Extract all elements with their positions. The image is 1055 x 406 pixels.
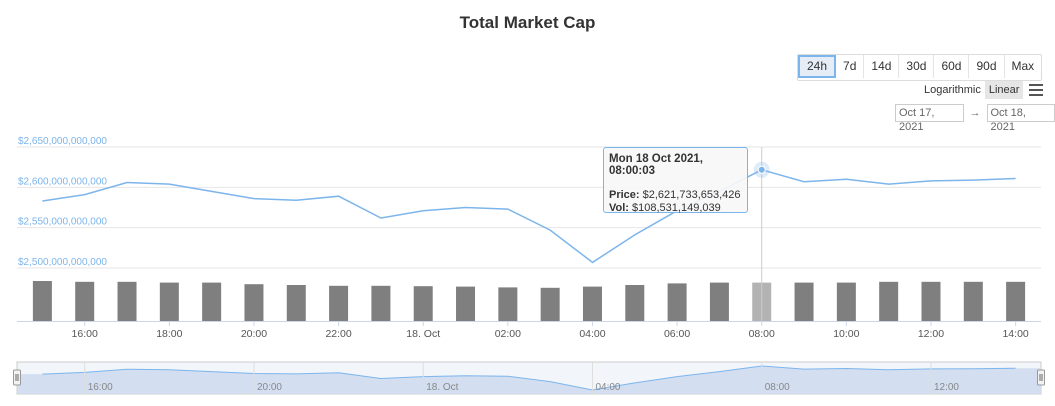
volume-bar [117,281,137,321]
market-cap-line [42,168,1016,264]
navigator-tick-label: 20:00 [257,382,282,393]
hamburger-menu-icon[interactable] [1029,84,1044,96]
navigator-line [42,365,1016,391]
volume-bar [667,283,687,321]
volume-bar [498,287,518,321]
range-button-max[interactable]: Max [1011,59,1035,73]
volume-bar [963,281,983,321]
x-tick-label: 02:00 [495,328,521,340]
navigator-left-handle[interactable] [13,369,21,386]
range-button-14d[interactable]: 14d [864,55,900,78]
volume-bar [921,281,941,321]
volume-bar [540,287,560,321]
hover-marker [757,165,766,174]
navigator-area [17,366,1041,394]
y-tick-label: $2,650,000,000,000 [18,136,107,147]
navigator-tick-label: 04:00 [595,382,620,393]
x-tick-label: 12:00 [918,328,944,340]
volume-bar [836,282,856,321]
volume-bar [582,286,602,321]
tooltip-price-value: $2,621,733,653,426 [642,189,741,201]
x-tick-label: 18:00 [156,328,182,340]
x-tick-label: 14:00 [1002,328,1028,340]
logarithmic-option[interactable]: Logarithmic [924,84,981,96]
date-from-input[interactable]: Oct 17, 2021 [895,104,964,133]
volume-bar [371,285,391,321]
tooltip-date: Mon 18 Oct 2021, 08:00:03 [609,153,703,177]
y-tick-label: $2,550,000,000,000 [18,217,107,228]
date-range-arrow: → [969,107,981,119]
volume-bar [794,282,814,321]
tooltip-vol-label: Vol: [609,202,629,214]
volume-bar [244,284,264,321]
volume-bar [456,286,476,321]
scale-toggle: Logarithmic Linear [920,81,1044,99]
volume-bar [202,282,222,321]
tooltip: Mon 18 Oct 2021, 08:00:03 Price: $2,621,… [603,147,748,214]
volume-bar [709,282,729,321]
navigator-tick-label: 12:00 [934,382,959,393]
x-tick-label: 20:00 [241,328,267,340]
volume-bar [413,286,433,321]
chart-title: Total Market Cap [459,13,596,32]
x-tick-label: 10:00 [833,328,859,340]
volume-bar [75,281,95,321]
x-tick-label: 06:00 [664,328,690,340]
tooltip-price-label: Price: [609,189,640,201]
volume-bar [625,285,645,321]
navigator-right-handle[interactable] [1037,369,1045,386]
linear-option[interactable]: Linear [984,81,1024,99]
volume-bar [879,281,899,321]
x-tick-label: 04:00 [579,328,605,340]
range-button-24h[interactable]: 24h [798,55,837,78]
y-tick-label: $2,500,000,000,000 [18,257,107,268]
volume-bar [159,282,179,321]
navigator-tick-label: 18. Oct [426,382,458,393]
range-button-30d[interactable]: 30d [899,55,935,78]
volume-bar [1006,281,1026,321]
navigator-tick-label: 08:00 [765,382,790,393]
range-selector: 24h 7d 14d 30d 60d 90d Max [797,54,1043,81]
volume-bar [32,281,52,321]
tooltip-vol-value: $108,531,149,039 [632,202,721,214]
range-button-7d[interactable]: 7d [836,55,865,78]
range-button-90d[interactable]: 90d [969,55,1005,78]
x-tick-label: 22:00 [325,328,351,340]
x-tick-label: 16:00 [72,328,98,340]
x-tick-label: 18. Oct [406,328,440,340]
volume-bar [286,285,306,321]
x-tick-label: 08:00 [749,328,775,340]
date-range: Oct 17, 2021 → Oct 18, 2021 [895,104,1055,133]
navigator-tick-label: 16:00 [88,382,113,393]
range-button-60d[interactable]: 60d [934,55,970,78]
volume-bar [329,285,349,321]
y-tick-label: $2,600,000,000,000 [18,176,107,187]
date-to-input[interactable]: Oct 18, 2021 [986,104,1055,133]
